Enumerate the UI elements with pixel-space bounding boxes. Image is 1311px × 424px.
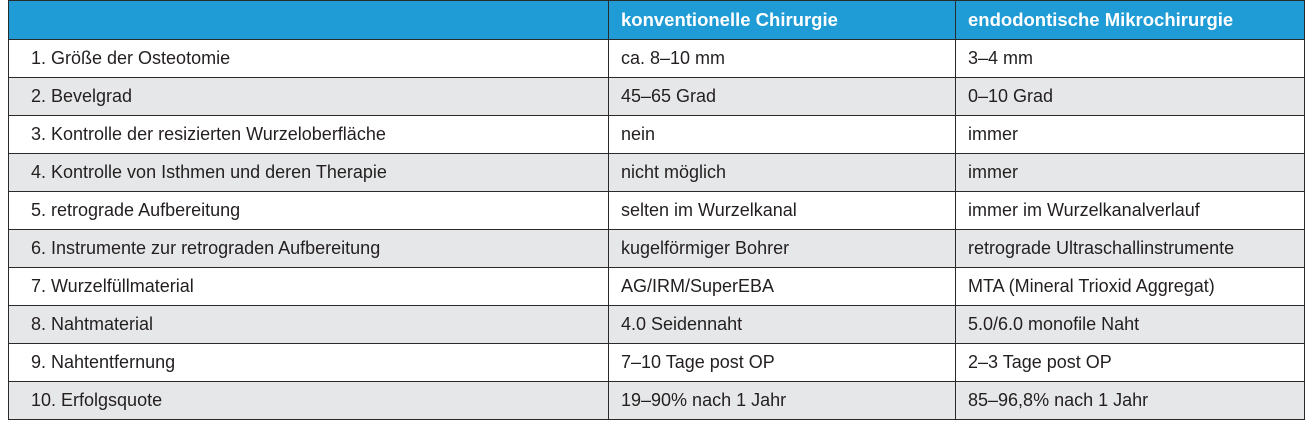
table-row: 9. Nahtentfernung 7–10 Tage post OP 2–3 … bbox=[8, 343, 1305, 382]
cell-conventional: nein bbox=[608, 115, 956, 154]
row-label: 6. Instrumente zur retrograden Aufbereit… bbox=[8, 229, 609, 268]
header-conventional-surgery: konventionelle Chirurgie bbox=[608, 0, 956, 40]
table-row: 1. Größe der Osteotomie ca. 8–10 mm 3–4 … bbox=[8, 39, 1305, 78]
cell-micro: 0–10 Grad bbox=[955, 77, 1305, 116]
row-label: 5. retrograde Aufbereitung bbox=[8, 191, 609, 230]
cell-conventional: kugelförmiger Bohrer bbox=[608, 229, 956, 268]
cell-micro: 3–4 mm bbox=[955, 39, 1305, 78]
cell-conventional: AG/IRM/SuperEBA bbox=[608, 267, 956, 306]
table-row: 2. Bevelgrad 45–65 Grad 0–10 Grad bbox=[8, 77, 1305, 116]
row-label: 4. Kontrolle von Isthmen und deren Thera… bbox=[8, 153, 609, 192]
row-label: 8. Nahtmaterial bbox=[8, 305, 609, 344]
comparison-table-container: konventionelle Chirurgie endodontische M… bbox=[8, 0, 1305, 420]
header-criterion bbox=[8, 0, 609, 40]
table-row: 3. Kontrolle der resizierten Wurzeloberf… bbox=[8, 115, 1305, 154]
header-endodontic-microsurgery: endodontische Mikrochirurgie bbox=[955, 0, 1305, 40]
row-label: 2. Bevelgrad bbox=[8, 77, 609, 116]
table-row: 10. Erfolgsquote 19–90% nach 1 Jahr 85–9… bbox=[8, 381, 1305, 420]
cell-conventional: 7–10 Tage post OP bbox=[608, 343, 956, 382]
table-row: 7. Wurzelfüllmaterial AG/IRM/SuperEBA MT… bbox=[8, 267, 1305, 306]
row-label: 10. Erfolgsquote bbox=[8, 381, 609, 420]
cell-conventional: selten im Wurzelkanal bbox=[608, 191, 956, 230]
row-label: 3. Kontrolle der resizierten Wurzeloberf… bbox=[8, 115, 609, 154]
cell-micro: 2–3 Tage post OP bbox=[955, 343, 1305, 382]
cell-micro: immer bbox=[955, 115, 1305, 154]
table-row: 4. Kontrolle von Isthmen und deren Thera… bbox=[8, 153, 1305, 192]
cell-conventional: 45–65 Grad bbox=[608, 77, 956, 116]
cell-conventional: 19–90% nach 1 Jahr bbox=[608, 381, 956, 420]
table-row: 8. Nahtmaterial 4.0 Seidennaht 5.0/6.0 m… bbox=[8, 305, 1305, 344]
cell-micro: retrograde Ultraschallinstrumente bbox=[955, 229, 1305, 268]
cell-micro: 5.0/6.0 monofile Naht bbox=[955, 305, 1305, 344]
table-header-row: konventionelle Chirurgie endodontische M… bbox=[8, 0, 1305, 40]
row-label: 7. Wurzelfüllmaterial bbox=[8, 267, 609, 306]
cell-micro: immer im Wurzelkanalverlauf bbox=[955, 191, 1305, 230]
cell-conventional: 4.0 Seidennaht bbox=[608, 305, 956, 344]
cell-micro: immer bbox=[955, 153, 1305, 192]
comparison-table: konventionelle Chirurgie endodontische M… bbox=[8, 0, 1305, 420]
table-row: 5. retrograde Aufbereitung selten im Wur… bbox=[8, 191, 1305, 230]
row-label: 1. Größe der Osteotomie bbox=[8, 39, 609, 78]
row-label: 9. Nahtentfernung bbox=[8, 343, 609, 382]
table-row: 6. Instrumente zur retrograden Aufbereit… bbox=[8, 229, 1305, 268]
cell-micro: 85–96,8% nach 1 Jahr bbox=[955, 381, 1305, 420]
cell-conventional: ca. 8–10 mm bbox=[608, 39, 956, 78]
cell-conventional: nicht möglich bbox=[608, 153, 956, 192]
cell-micro: MTA (Mineral Trioxid Aggregat) bbox=[955, 267, 1305, 306]
